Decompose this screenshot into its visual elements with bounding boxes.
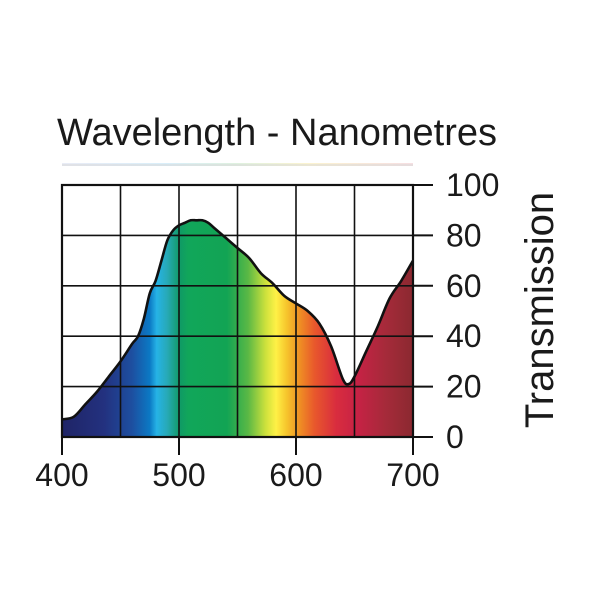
y-tick-label: 0 — [446, 419, 464, 455]
y-tick-label: 20 — [446, 369, 482, 405]
y-tick-label: 100 — [446, 167, 499, 203]
y-tick-label: 60 — [446, 268, 482, 304]
y-tick-label: 80 — [446, 217, 482, 253]
x-tick-label: 700 — [386, 457, 439, 493]
x-tick-label: 600 — [269, 457, 322, 493]
y-axis-title: Transmission — [518, 192, 562, 428]
x-tick-label: 400 — [35, 457, 88, 493]
transmission-curve — [62, 218, 413, 421]
y-tick-label: 40 — [446, 318, 482, 354]
x-tick-label: 500 — [152, 457, 205, 493]
chart-title: Wavelength - Nanometres — [57, 112, 497, 154]
plot-frame — [60, 183, 415, 439]
